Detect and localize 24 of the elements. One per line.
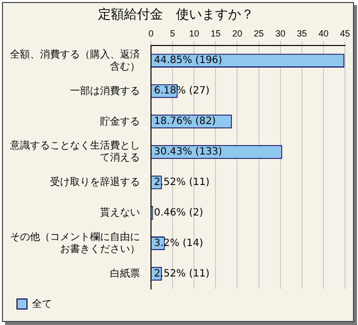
data-label: 18.76% (82): [154, 116, 216, 128]
y-tick-label: 一部は消費する: [70, 84, 140, 97]
data-label: 0.46% (2): [154, 207, 204, 218]
data-label: 30.43% (133): [154, 146, 222, 158]
x-tick-label: 20: [232, 28, 242, 38]
x-tick-label: 0: [148, 28, 154, 38]
y-tick-label: 貰えない: [100, 206, 140, 219]
x-tick-label: 10: [189, 28, 200, 38]
x-tick-label: 15: [210, 28, 221, 38]
y-tick-label: 全額、消費する（購入、返済含む）: [10, 48, 140, 72]
y-tick-label: 受け取りを辞退する: [50, 176, 140, 188]
x-tick-label: 5: [170, 28, 176, 38]
y-tick-label: 貯金する: [100, 115, 140, 128]
legend-label: 全て: [32, 298, 52, 310]
x-tick-label: 40: [318, 28, 328, 38]
x-tick-label: 30: [275, 28, 286, 38]
y-tick-label: その他（コメント欄に自由にお書きください）: [10, 231, 140, 256]
y-tick-label: 意識することなく生活費として消える: [9, 140, 140, 164]
y-tick-label: 白紙票: [110, 268, 140, 280]
data-label: 44.85% (196): [154, 55, 222, 66]
x-tick-label: 45: [340, 28, 350, 38]
chart-title: 定額給付金 使いますか？: [98, 6, 254, 22]
x-tick-label: 35: [296, 28, 307, 38]
x-tick-label: 25: [254, 28, 264, 38]
